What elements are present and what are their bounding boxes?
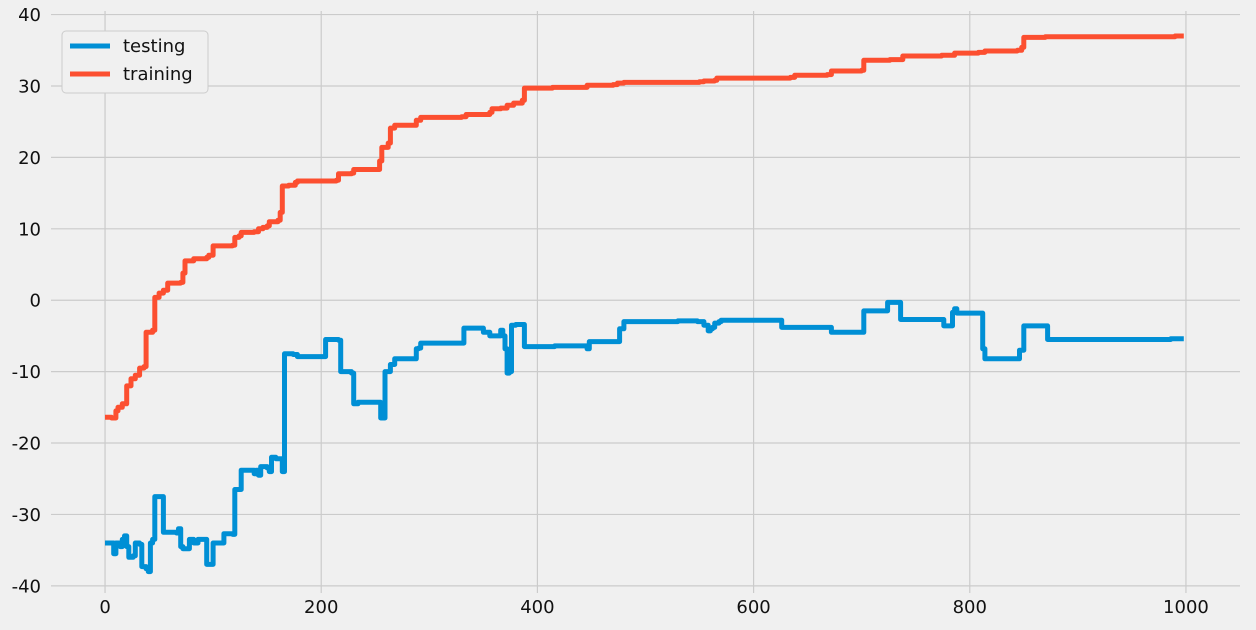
series-line-testing <box>105 299 1184 575</box>
y-tick-label: 40 <box>18 5 41 26</box>
x-tick-label: 800 <box>953 597 987 618</box>
x-tick-label: 600 <box>736 597 770 618</box>
legend-label-training: training <box>123 64 193 85</box>
y-tick-label: 20 <box>18 148 41 169</box>
x-tick-label: 400 <box>520 597 554 618</box>
legend: testing training <box>61 30 209 94</box>
y-tick-label: -40 <box>12 576 41 597</box>
y-tick-label: 0 <box>30 291 41 312</box>
y-tick-label: -30 <box>12 505 41 526</box>
y-tick-label: 10 <box>18 219 41 240</box>
x-tick-label: 200 <box>304 597 338 618</box>
grid <box>51 11 1240 593</box>
series-lines <box>105 33 1184 575</box>
tick-labels: 0 200 400 600 800 1000 -40 -30 -20 -10 0 10 20 30 40 <box>12 5 1209 618</box>
series-line-training <box>105 33 1184 421</box>
legend-label-testing: testing <box>123 36 185 57</box>
y-tick-label: 30 <box>18 76 41 97</box>
y-tick-label: -20 <box>12 434 41 455</box>
x-tick-label: 1000 <box>1163 597 1209 618</box>
x-tick-label: 0 <box>99 597 110 618</box>
y-tick-label: -10 <box>12 362 41 383</box>
